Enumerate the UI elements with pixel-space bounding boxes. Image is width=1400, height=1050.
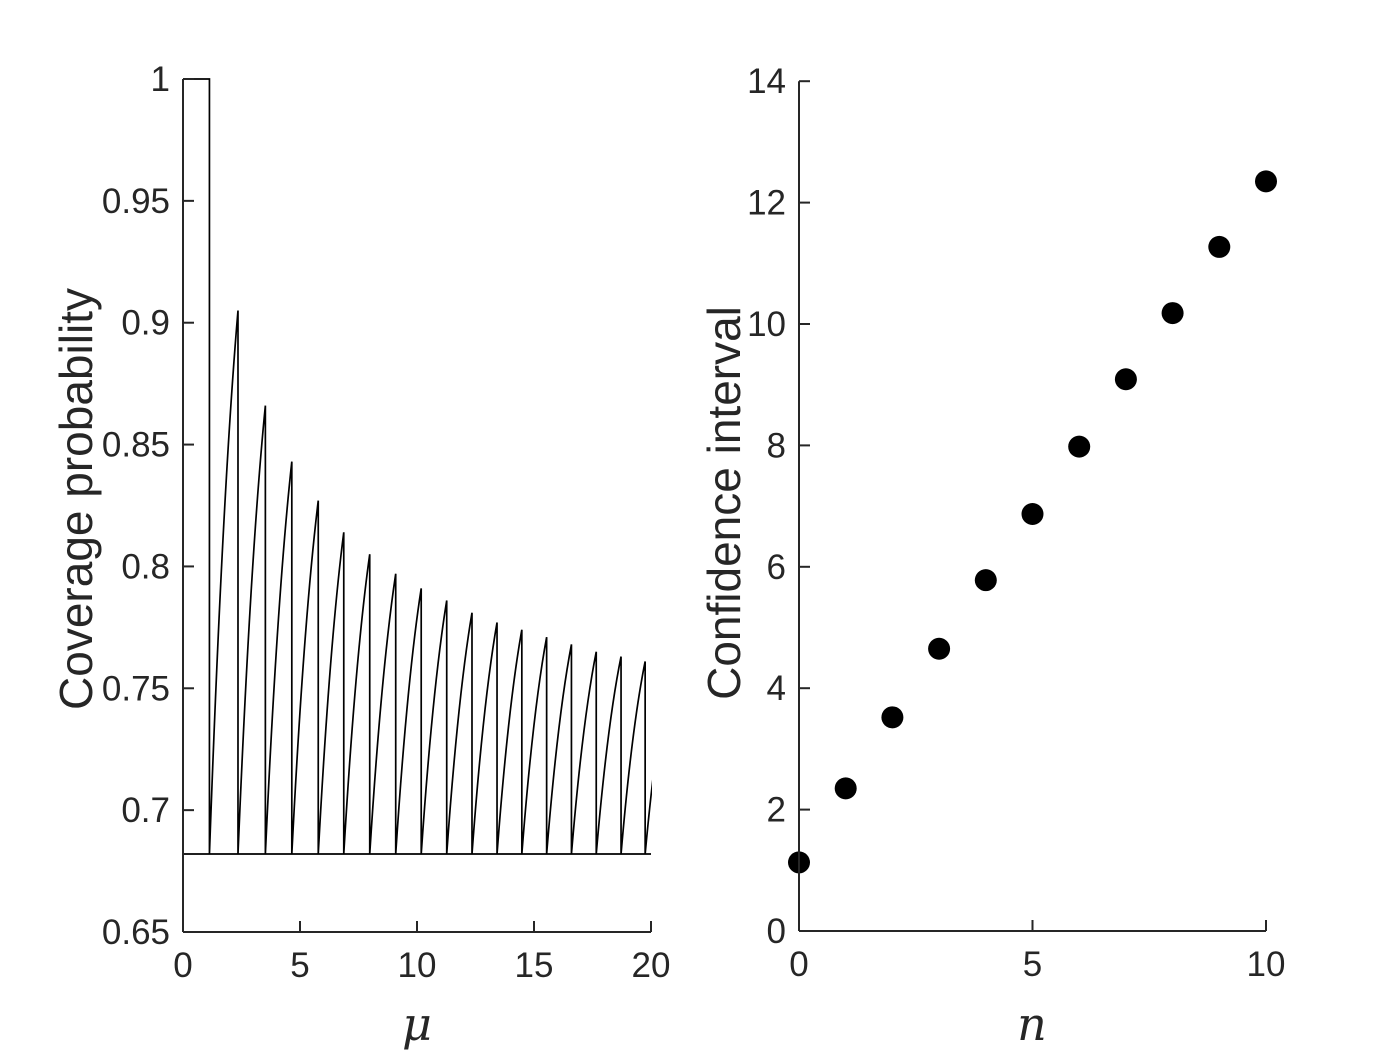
left-y-axis-label: Coverage probability: [50, 288, 102, 710]
right-axes: 0 5 10 0 2 4 6 8 10 12 14: [747, 62, 1285, 984]
left-axes: 0 5 10 15 20 0.65 0.7 0.75 0.8 0.85 0.9 0.95 1: [102, 60, 671, 985]
x-tick-label: 0: [789, 945, 808, 984]
y-tick-label: 2: [767, 791, 786, 830]
y-tick-label: 1: [151, 60, 170, 99]
x-tick-label: 5: [290, 946, 309, 985]
confidence-interval-plot: 0 5 10 0 2 4 6 8 10 12 14 Confidence interval n: [698, 62, 1285, 1050]
y-tick-label: 0.65: [102, 913, 170, 952]
x-tick-label: 10: [398, 946, 437, 985]
y-tick-label: 0.85: [102, 426, 170, 465]
left-x-axis-label: μ: [402, 997, 432, 1050]
data-point: [1255, 170, 1277, 193]
x-tick-label: 0: [173, 946, 192, 985]
data-point: [834, 777, 857, 800]
y-tick-label: 0.95: [102, 182, 170, 221]
y-tick-label: 4: [767, 669, 786, 708]
data-point: [1114, 368, 1137, 391]
y-tick-label: 0.9: [121, 304, 170, 343]
x-tick-label: 20: [632, 946, 671, 985]
right-x-axis-label: n: [1017, 997, 1047, 1050]
y-tick-label: 0.8: [121, 547, 170, 586]
y-tick-label: 14: [747, 62, 786, 101]
data-point: [1021, 502, 1044, 525]
y-tick-label: 0.75: [102, 669, 170, 708]
scatter-points-group: [788, 170, 1277, 874]
right-y-axis-label: Confidence interval: [698, 306, 750, 700]
data-point: [1161, 302, 1184, 325]
y-tick-label: 0: [767, 912, 786, 951]
x-tick-label: 5: [1023, 945, 1042, 984]
y-tick-label: 8: [767, 426, 786, 465]
x-tick-label: 10: [1247, 945, 1286, 984]
data-point: [1068, 435, 1091, 458]
data-point: [974, 569, 997, 592]
data-point: [1208, 235, 1231, 258]
y-tick-label: 6: [767, 548, 786, 587]
coverage-curve: [183, 78, 652, 855]
y-tick-label: 10: [747, 305, 786, 344]
coverage-plot: 0 5 10 15 20 0.65 0.7 0.75 0.8 0.85 0.9 0.95 1 Cover…: [50, 60, 670, 1050]
y-tick-label: 12: [747, 184, 786, 223]
data-point: [881, 706, 904, 729]
coverage-curve-group: [183, 78, 652, 855]
y-tick-label: 0.7: [121, 791, 170, 830]
data-point: [928, 637, 951, 660]
x-tick-label: 15: [515, 946, 554, 985]
